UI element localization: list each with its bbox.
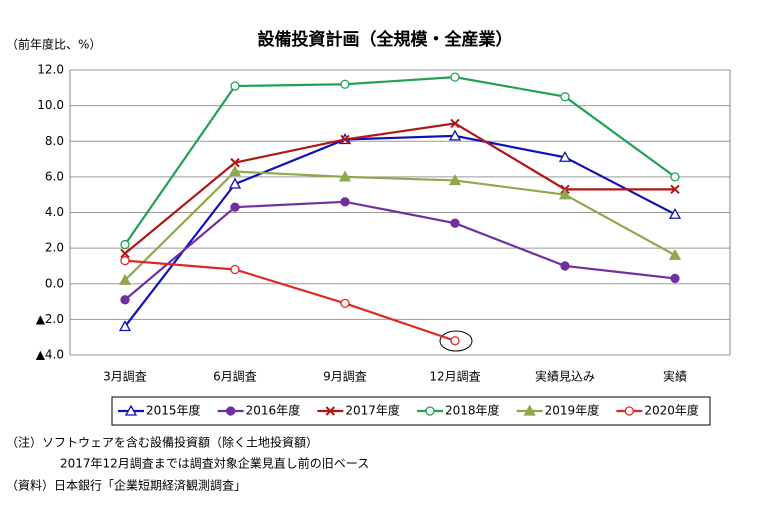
data-point <box>450 336 460 346</box>
x-tick-label: 3月調査 <box>103 370 147 384</box>
y-tick-label: 10.0 <box>37 98 64 112</box>
y-tick-label: ▲2.0 <box>36 312 64 326</box>
x-tick-label: 実績 <box>663 369 687 384</box>
x-tick-label: 6月調査 <box>213 370 257 384</box>
series-line <box>124 259 456 342</box>
legend-label: 2020年度 <box>644 403 699 418</box>
legend-box <box>111 396 711 426</box>
data-point <box>450 118 460 129</box>
legend-marker <box>425 406 435 416</box>
y-tick-label: 4.0 <box>45 205 64 219</box>
data-point <box>340 79 350 89</box>
data-point <box>668 248 682 260</box>
x-tick-label: 実績見込み <box>535 369 595 384</box>
data-point <box>448 174 462 186</box>
y-tick-label: 6.0 <box>45 169 64 183</box>
data-point <box>450 218 460 228</box>
data-point <box>670 184 680 195</box>
data-point <box>118 320 132 332</box>
data-point <box>558 150 572 162</box>
x-tick-label: 9月調査 <box>323 370 367 384</box>
series-line <box>124 134 676 328</box>
data-point <box>560 261 570 271</box>
data-point <box>120 239 130 250</box>
data-point <box>450 72 460 82</box>
data-point <box>558 188 572 200</box>
data-point <box>340 134 350 145</box>
data-point <box>340 197 350 207</box>
data-point <box>120 255 130 266</box>
legend-label: 2019年度 <box>545 403 600 418</box>
legend-label: 2016年度 <box>246 403 301 418</box>
data-point <box>118 273 132 285</box>
data-point <box>670 273 680 284</box>
series-line <box>124 170 676 281</box>
data-point <box>230 157 240 168</box>
highlight-ellipse <box>439 330 473 352</box>
legend-marker <box>523 404 536 416</box>
y-axis-label: （前年度比、%） <box>6 37 101 52</box>
data-point <box>448 129 462 141</box>
data-point <box>228 165 242 177</box>
note: （注）ソフトウェアを含む設備投資額（除く土地投資額） <box>6 435 318 450</box>
note: 2017年12月調査までは調査対象企業見直し前の旧ベース <box>60 456 369 471</box>
legend-marker <box>624 406 634 416</box>
data-point <box>230 264 240 275</box>
data-point <box>230 202 240 212</box>
data-point <box>120 295 130 305</box>
series-line <box>124 200 676 301</box>
x-tick-label: 12月調査 <box>429 370 480 384</box>
y-tick-label: 8.0 <box>45 134 64 148</box>
legend-marker <box>124 404 138 416</box>
data-point <box>120 248 130 259</box>
legend-marker <box>226 406 236 416</box>
y-tick-label: 12.0 <box>37 63 64 77</box>
series-line <box>124 122 675 255</box>
legend-marker <box>325 406 336 416</box>
legend-label: 2015年度 <box>146 403 201 418</box>
series-line <box>124 76 676 246</box>
y-tick-label: 2.0 <box>45 241 64 255</box>
legend-label: 2018年度 <box>445 403 500 418</box>
data-point <box>670 172 680 182</box>
data-point <box>668 207 682 219</box>
data-point <box>560 92 570 102</box>
data-point <box>228 177 242 189</box>
data-point <box>230 81 240 91</box>
legend-label: 2017年度 <box>345 403 400 418</box>
data-point <box>340 298 350 308</box>
y-tick-label: ▲4.0 <box>36 348 64 362</box>
data-point <box>338 170 352 182</box>
chart-title: 設備投資計画（全規模・全産業） <box>258 29 513 50</box>
source: （資料）日本銀行「企業短期経済観測調査」 <box>6 478 246 493</box>
y-tick-label: 0.0 <box>45 276 64 290</box>
